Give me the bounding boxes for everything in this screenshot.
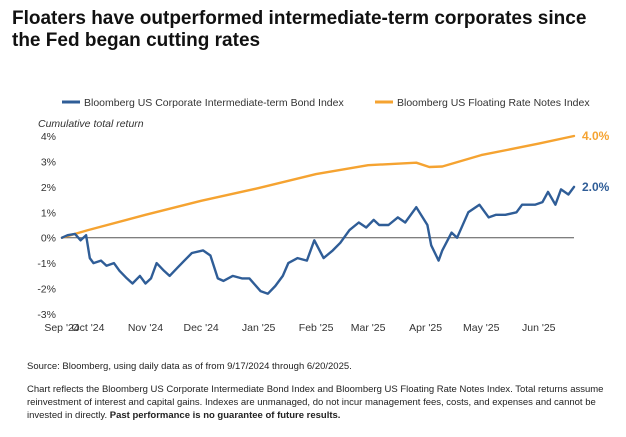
x-tick-label: Oct '24 <box>72 322 105 334</box>
series-group <box>60 134 576 295</box>
series-line-floating <box>60 134 576 239</box>
end-label-corporate: 2.0% <box>582 180 610 194</box>
y-tick-label: -2% <box>37 284 56 296</box>
y-axis-label: Cumulative total return <box>38 118 144 130</box>
x-tick-label: May '25 <box>463 322 500 334</box>
y-tick-label: 2% <box>41 182 56 194</box>
y-tick-label: -3% <box>37 309 56 321</box>
y-axis-ticks: -3% -2% -1% 0% 1% 2% 3% 4% <box>37 131 56 321</box>
disclaimer-note: Chart reflects the Bloomberg US Corporat… <box>27 383 612 422</box>
y-tick-label: 3% <box>41 156 56 168</box>
x-tick-label: Nov '24 <box>128 322 163 334</box>
line-chart: Bloomberg US Corporate Intermediate-term… <box>37 97 610 334</box>
end-labels: 4.0% 2.0% <box>582 129 610 194</box>
x-tick-label: Feb '25 <box>299 322 334 334</box>
disclaimer-bold: Past performance is no guarantee of futu… <box>109 410 341 421</box>
x-tick-label: Mar '25 <box>351 322 386 334</box>
y-tick-label: -1% <box>37 258 56 270</box>
x-tick-label: Dec '24 <box>183 322 218 334</box>
x-tick-label: Jun '25 <box>522 322 556 334</box>
x-tick-label: Apr '25 <box>409 322 442 334</box>
disclaimer-text: Chart reflects the Bloomberg US Corporat… <box>27 384 604 421</box>
chart-title: Floaters have outperformed intermediate-… <box>12 8 587 51</box>
series-line-corporate <box>60 185 576 295</box>
legend-label-floating: Bloomberg US Floating Rate Notes Index <box>397 97 590 109</box>
y-tick-label: 1% <box>41 207 56 219</box>
legend: Bloomberg US Corporate Intermediate-term… <box>62 97 590 109</box>
source-note: Source: Bloomberg, using daily data as o… <box>27 361 352 372</box>
x-tick-label: Sep '24 <box>44 322 79 334</box>
x-tick-label: Jan '25 <box>242 322 276 334</box>
end-label-floating: 4.0% <box>582 129 610 143</box>
legend-label-corporate: Bloomberg US Corporate Intermediate-term… <box>84 97 344 109</box>
y-tick-label: 0% <box>41 233 56 245</box>
y-tick-label: 4% <box>41 131 56 143</box>
